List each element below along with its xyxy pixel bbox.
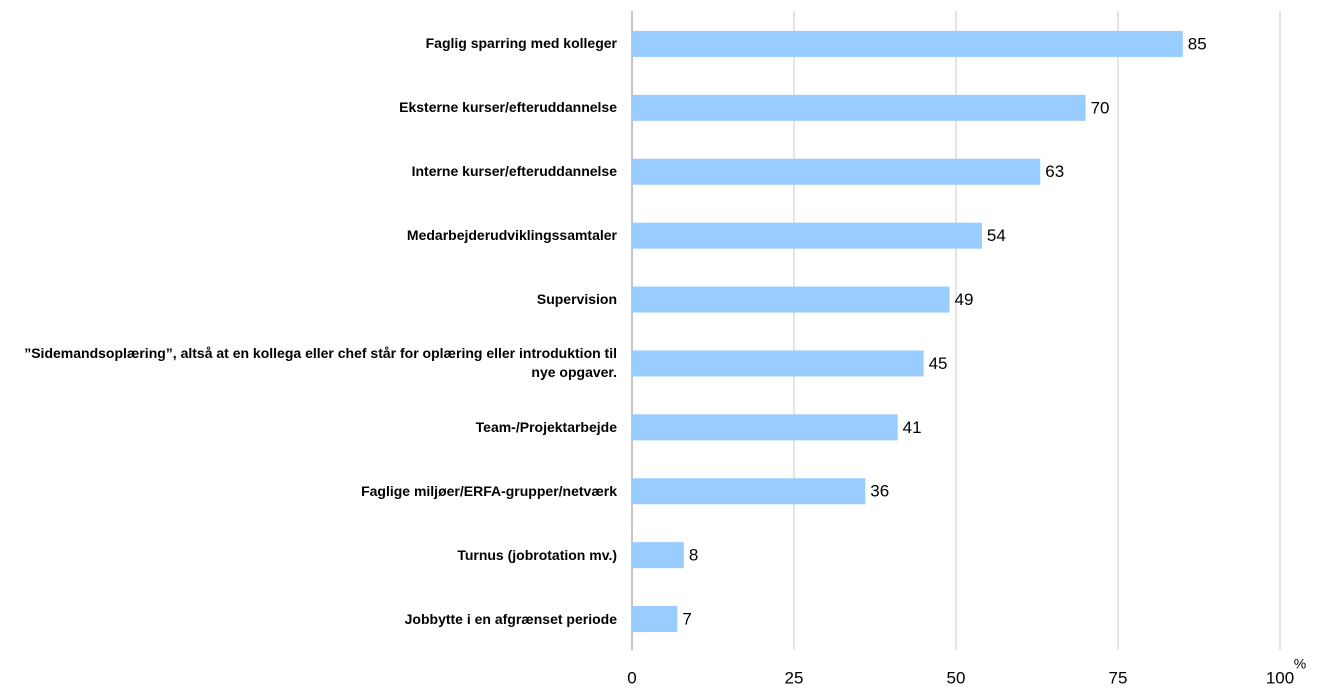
value-label: 85	[1188, 34, 1207, 53]
y-tick-label: Team-/Projektarbejde	[475, 418, 617, 435]
y-tick-label: Turnus (jobrotation mv.)	[457, 546, 617, 563]
y-tick-label: Medarbejderudviklingssamtaler	[406, 227, 617, 244]
y-tick-label: Interne kurser/efteruddannelse	[411, 163, 617, 180]
bar	[632, 350, 924, 377]
bar	[632, 286, 950, 313]
x-unit-label: %	[1294, 656, 1306, 672]
y-tick-label: Faglige miljøer/ERFA-grupper/netværk	[361, 482, 617, 499]
value-label: 8	[689, 546, 698, 565]
y-tick-label: Jobbytte i en afgrænset periode	[404, 610, 617, 627]
y-tick-label: Faglig sparring med kolleger	[425, 35, 617, 52]
bar	[632, 158, 1041, 185]
y-tick-label: ”Sidemandsoplæring”, altså at en kollega…	[24, 345, 617, 381]
bar	[632, 542, 684, 569]
x-tick-label: 25	[785, 668, 804, 687]
x-tick-label: 75	[1109, 668, 1128, 687]
bar	[632, 94, 1086, 121]
value-label: 45	[929, 354, 948, 373]
bar	[632, 222, 982, 249]
value-label: 7	[682, 610, 691, 629]
x-tick-label: 0	[627, 668, 636, 687]
bar	[632, 414, 898, 441]
bar	[632, 478, 866, 505]
bar	[632, 30, 1183, 57]
y-tick-label: Supervision	[536, 291, 617, 308]
x-tick-label: 100	[1266, 668, 1294, 687]
value-label: 54	[987, 226, 1006, 245]
value-label: 49	[955, 290, 974, 309]
value-label: 41	[903, 418, 922, 437]
y-tick-label: Eksterne kurser/efteruddannelse	[399, 99, 617, 116]
value-label: 36	[870, 482, 889, 501]
value-label: 70	[1091, 98, 1110, 117]
x-tick-label: 50	[947, 668, 966, 687]
value-label: 63	[1045, 162, 1064, 181]
bar	[632, 606, 678, 633]
